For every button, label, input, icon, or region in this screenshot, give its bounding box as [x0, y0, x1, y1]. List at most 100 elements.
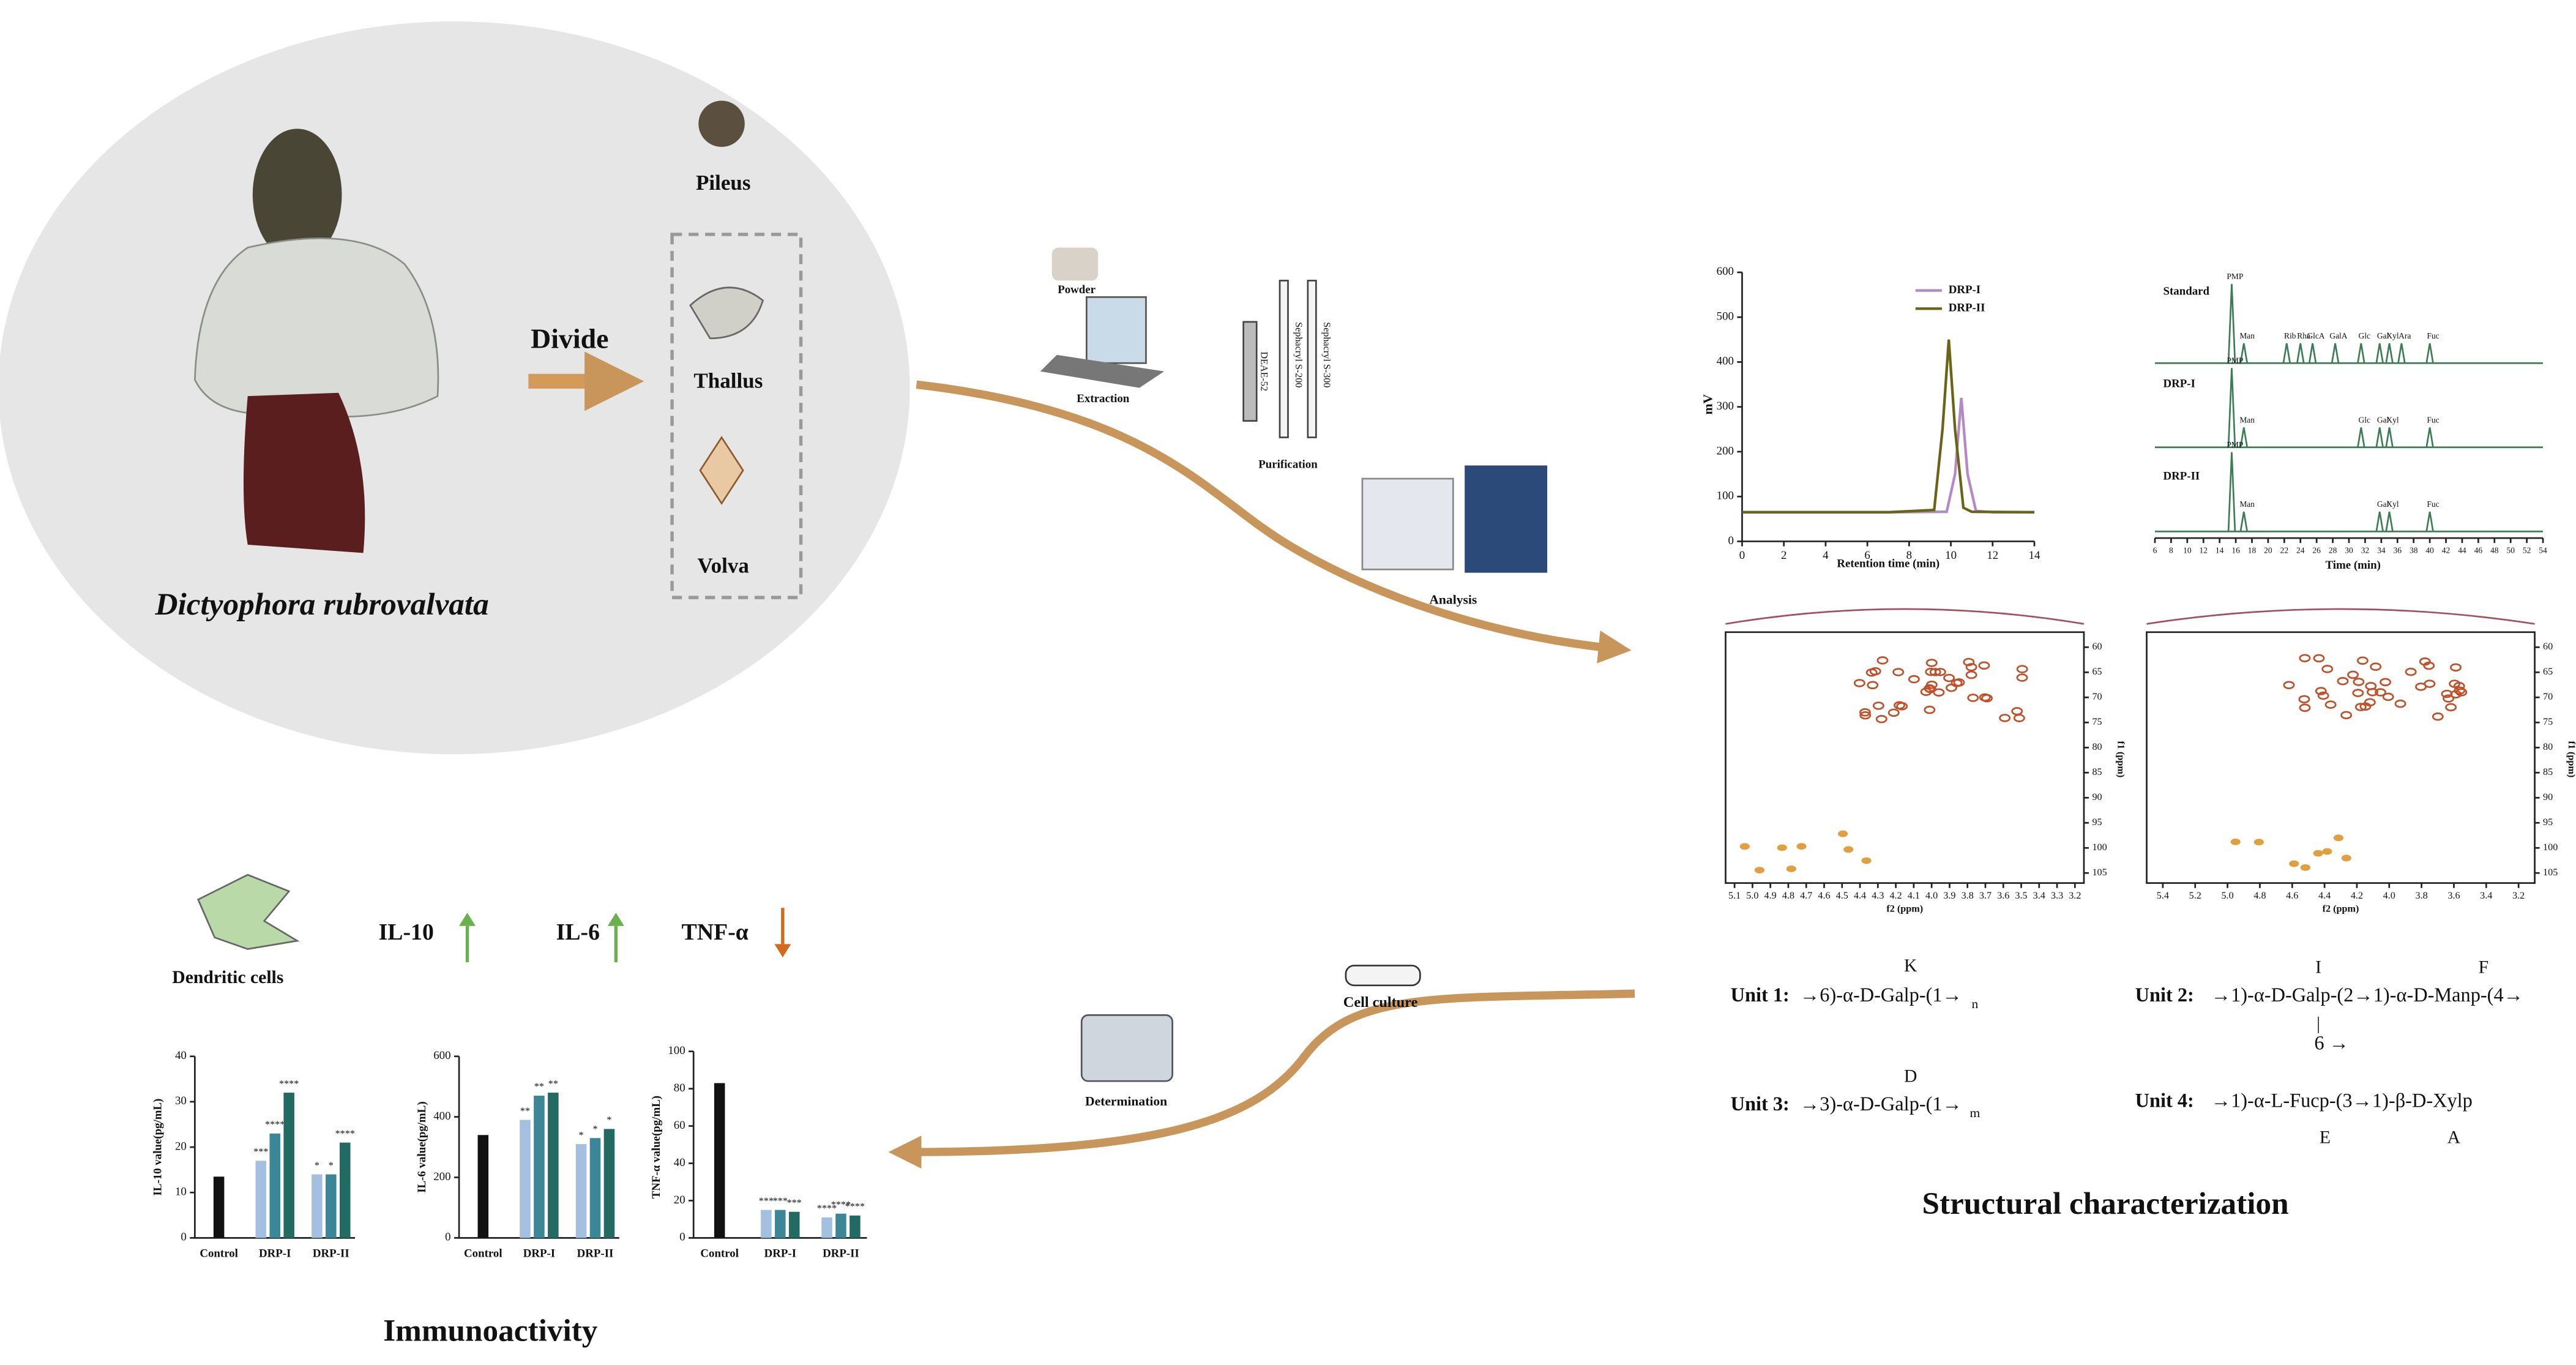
y-tick-label: 80 [2092, 742, 2102, 752]
peak-label: GalA [2329, 331, 2347, 340]
marker-arrowhead [774, 944, 791, 957]
cross-peak [1876, 656, 1889, 665]
thallus-image [689, 286, 764, 340]
significance: **** [265, 1120, 285, 1130]
cross-peak [2365, 682, 2377, 690]
peak-label: Rha [2297, 331, 2310, 340]
cross-peak [2375, 688, 2386, 697]
axes [1741, 272, 2035, 542]
y-tick-label: 300 [1717, 400, 1734, 413]
label: Determination [1085, 1094, 1167, 1109]
flow-arrow [888, 989, 1635, 1169]
x-tick-label: 4.3 [1872, 891, 1884, 901]
y-tick-label: 90 [2543, 792, 2553, 802]
trace-label: DRP-I [2163, 378, 2195, 391]
peak-label: Glc [2358, 416, 2370, 425]
marker-arrowhead [459, 913, 476, 926]
label: Cell culture [1343, 994, 1418, 1011]
unit-name: Unit 1: [1731, 984, 1790, 1006]
residue-letter: K [1904, 956, 1917, 976]
peak-label: Ara [2399, 331, 2411, 340]
x-tick-label: 0 [1739, 549, 1745, 562]
cross-peak [1946, 683, 1957, 692]
y-tick-label: 40 [175, 1049, 187, 1062]
cross-peak [2313, 654, 2325, 663]
cross-peak [1999, 714, 2011, 722]
x-tick-label: 4.0 [1925, 891, 1938, 901]
y-tick-label: 20 [674, 1194, 685, 1206]
x-tick-label: DRP-II [823, 1247, 859, 1260]
line [1742, 397, 2035, 514]
significance: * [607, 1115, 611, 1126]
bar [835, 1213, 846, 1238]
volva-image [699, 436, 744, 505]
section-title: Structural characterization [1922, 1186, 2288, 1221]
x-tick-label: 46 [2474, 546, 2483, 555]
peak [2385, 427, 2394, 447]
cross-peak [2299, 703, 2311, 712]
x-tick-label: 8 [1906, 549, 1912, 562]
peak [2385, 343, 2394, 364]
trace-label: DRP-II [2163, 470, 2200, 483]
x-tick-label: 4.7 [1800, 891, 1812, 901]
x-tick-label: 14 [2029, 549, 2040, 562]
peak-label: Xyl [2386, 499, 2399, 509]
cross-peak [2298, 695, 2310, 704]
bar [312, 1174, 323, 1238]
cross-peak [2405, 667, 2417, 676]
branch: 6 → [2314, 1031, 2349, 1053]
y-tick-label: 400 [433, 1110, 450, 1123]
y-tick-label: 20 [175, 1140, 187, 1153]
spectrum-frame [2146, 631, 2536, 884]
x-tick-label: 52 [2523, 546, 2531, 555]
y-tick-label: 80 [674, 1082, 685, 1094]
y-tick-label: 85 [2543, 767, 2553, 777]
x-tick-label: 48 [2490, 546, 2499, 555]
x-tick-label: 54 [2539, 546, 2547, 555]
cross-peak [2230, 838, 2241, 845]
legend-label: DRP-II [1949, 302, 1985, 315]
significance: *** [253, 1147, 268, 1157]
x-tick-label: Control [700, 1247, 739, 1260]
significance: * [592, 1124, 597, 1134]
cross-peak [1933, 688, 1945, 697]
section-title: Immunoactivity [383, 1314, 598, 1348]
peak [2397, 343, 2406, 364]
significance: **** [817, 1203, 837, 1214]
significance: *** [773, 1196, 788, 1206]
cross-peak [1925, 667, 1937, 676]
trace-label: Standard [2163, 285, 2209, 298]
cross-peak [1786, 866, 1796, 872]
x-tick-label: 20 [2264, 546, 2272, 555]
cross-peak [1777, 844, 1787, 851]
unit-residue: →1)-α-D-Galp-(2→1)-α-D-Manp-(4→ [2211, 984, 2523, 1006]
x-tick-label: 4.8 [2253, 891, 2266, 901]
x-tick-label: 3.2 [2512, 891, 2525, 901]
bar [477, 1135, 489, 1238]
y-tick-label: 105 [2543, 867, 2558, 878]
peak [2385, 511, 2394, 532]
cross-peak [1967, 694, 1979, 702]
y-tick-label: 95 [2543, 817, 2553, 828]
x-tick-label: 6 [2153, 546, 2157, 555]
y-tick-label: 60 [2092, 641, 2102, 652]
cross-peak [2011, 707, 2023, 716]
x-tick-label: 3.6 [2447, 891, 2460, 901]
unit-residue: →6)-α-D-Galp-(1→ [1800, 984, 1962, 1006]
bar [714, 1083, 725, 1238]
cross-peak [2341, 855, 2351, 862]
significance: * [329, 1161, 334, 1171]
x-tick-label: DRP-II [577, 1247, 614, 1260]
marker: IL-10 [379, 919, 434, 945]
cross-peak [1754, 867, 1765, 873]
cross-peak [1796, 843, 1807, 850]
significance: *** [759, 1196, 774, 1206]
unit-repeat: m [1970, 1105, 1981, 1120]
label: TNF-α value(pg/mL) [650, 1096, 663, 1199]
cross-peak [1953, 678, 1965, 687]
bar [789, 1211, 800, 1238]
y-tick-label: 30 [175, 1094, 187, 1107]
significance: **** [831, 1200, 851, 1210]
bar [283, 1093, 294, 1238]
